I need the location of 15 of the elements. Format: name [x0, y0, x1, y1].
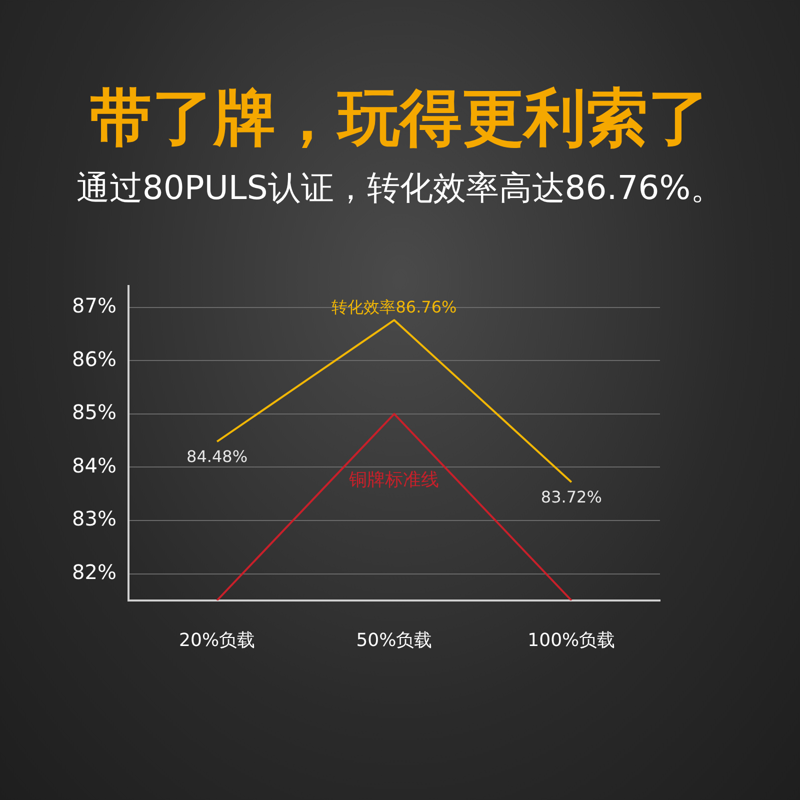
- y-tick-label: 85%: [72, 400, 116, 424]
- y-tick-label: 83%: [72, 506, 116, 531]
- y-tick-label: 82%: [72, 560, 116, 584]
- x-tick-label: 50%负载: [356, 630, 432, 651]
- series-label: 铜牌标准线: [348, 470, 440, 491]
- data-label: 转化效率86.76%: [332, 297, 457, 316]
- y-tick-label: 86%: [72, 346, 116, 371]
- x-tick-label: 100%负载: [528, 630, 616, 651]
- chart-subtitle: 通过80PULS认证，转化效率高达86.76%。: [75, 167, 725, 209]
- y-tick-label: 87%: [72, 294, 116, 318]
- y-tick-label: 84%: [72, 453, 116, 478]
- x-tick-label: 20%负载: [179, 630, 256, 651]
- chart-title: 带了牌，玩得更利索了: [89, 81, 711, 154]
- data-label: 83.72%: [540, 487, 602, 506]
- data-label: 84.48%: [186, 446, 248, 466]
